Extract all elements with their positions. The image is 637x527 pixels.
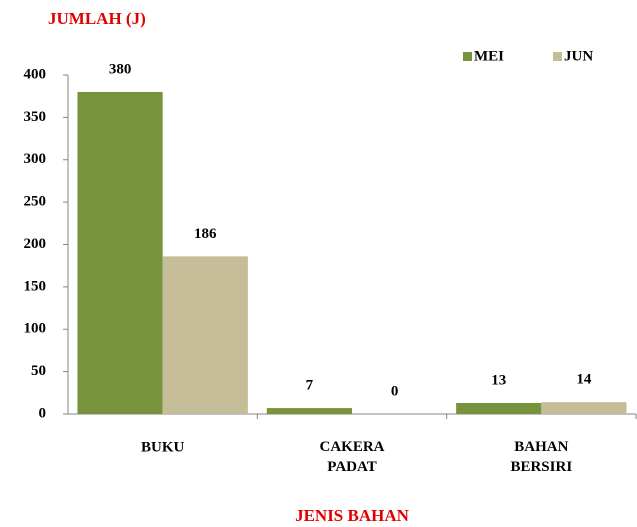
y-tick-label: 150 xyxy=(24,278,47,294)
bar xyxy=(77,91,163,414)
y-tick-label: 350 xyxy=(24,109,47,125)
bar xyxy=(162,256,248,414)
value-label: 7 xyxy=(306,378,314,394)
y-tick-label: 200 xyxy=(24,236,47,252)
legend-label: JUN xyxy=(564,48,593,64)
value-label: 14 xyxy=(576,372,592,388)
x-tick-label: BUKU xyxy=(141,439,185,455)
y-tick-label: 0 xyxy=(39,405,47,421)
value-label: 0 xyxy=(391,383,399,399)
bar xyxy=(456,402,542,414)
y-tick-label: 400 xyxy=(24,66,47,82)
y-tick-label: 50 xyxy=(31,363,46,379)
bar xyxy=(266,408,352,414)
y-axis-title: JUMLAH (J) xyxy=(48,9,146,28)
legend-swatch xyxy=(463,52,472,61)
y-tick-label: 250 xyxy=(24,194,47,210)
y-tick-label: 100 xyxy=(24,321,47,337)
x-tick-label: BAHAN BERSIRI xyxy=(510,439,572,475)
x-tick-label: CAKERA PADAT xyxy=(319,439,384,475)
value-label: 380 xyxy=(109,61,132,77)
legend-label: MEI xyxy=(474,48,504,64)
value-label: 186 xyxy=(194,226,217,242)
legend-swatch xyxy=(553,52,562,61)
bar xyxy=(541,402,627,414)
x-axis-title: JENIS BAHAN xyxy=(295,506,410,525)
value-label: 13 xyxy=(491,372,506,388)
y-tick-label: 300 xyxy=(24,151,47,167)
